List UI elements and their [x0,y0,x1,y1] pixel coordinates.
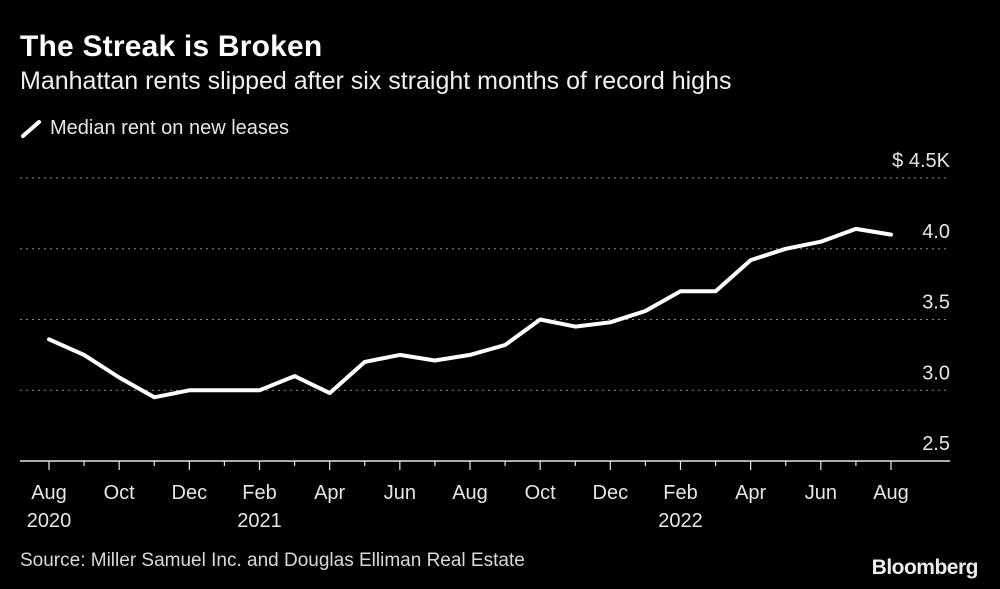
x-tick-label: Oct [104,482,136,504]
y-tick-label: 4.0 [922,221,950,243]
series-line [47,226,893,400]
x-tick-label: Feb [663,482,697,504]
line-swatch-icon [21,119,41,138]
y-tick-label: 2.5 [922,433,950,455]
x-tick-label: Jun [805,482,837,504]
bloomberg-logo: Bloomberg [871,556,979,579]
x-tick-label: Dec [593,482,629,504]
x-tick-label: Jun [384,482,416,504]
x-tick-label: Aug [873,482,909,504]
x-tick-year-label: 2020 [27,510,72,532]
legend: Median rent on new leases [20,117,289,140]
x-tick-label: Apr [735,482,766,504]
chart-subtitle: Manhattan rents slipped after six straig… [20,67,732,95]
y-tick-label: 3.5 [922,292,950,314]
x-tick-label: Oct [525,482,557,504]
source-note: Source: Miller Samuel Inc. and Douglas E… [20,550,525,571]
x-tick-label: Apr [314,482,345,504]
y-tick-label: 3.0 [922,362,950,384]
x-tick-label: Dec [172,482,208,504]
y-tick-label: $ 4.5K [892,150,950,172]
x-tick-year-label: 2022 [658,510,703,532]
legend-label: Median rent on new leases [50,117,290,139]
x-tick-label: Feb [242,482,276,504]
x-tick-label: Aug [31,482,67,504]
chart-title: The Streak is Broken [20,30,323,63]
x-tick-year-label: 2021 [237,510,282,532]
x-tick-label: Aug [452,482,488,504]
